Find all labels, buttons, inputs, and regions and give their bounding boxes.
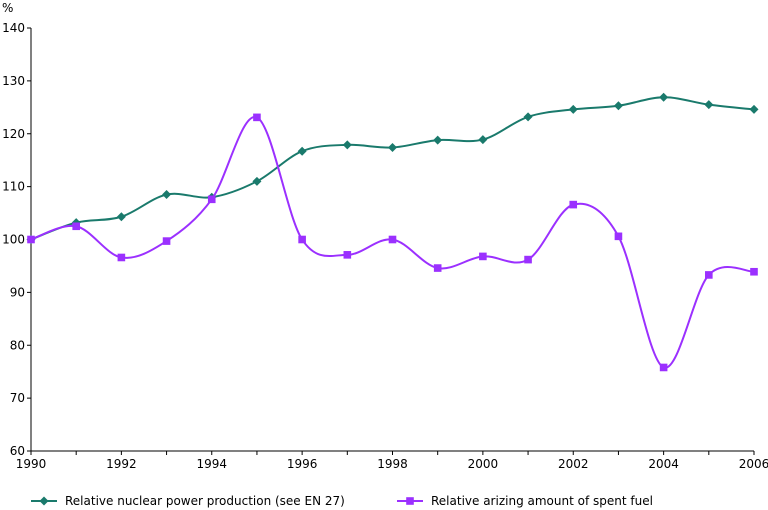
- x-tick-label: 1992: [106, 457, 137, 471]
- x-tick-label: 2006: [739, 457, 768, 471]
- data-point-square: [162, 237, 171, 245]
- legend-label: Relative arizing amount of spent fuel: [431, 494, 653, 508]
- data-point-diamond: [749, 104, 759, 114]
- data-point-square: [614, 232, 623, 241]
- data-point-square: [750, 267, 758, 276]
- y-tick-label: 110: [2, 180, 25, 194]
- data-point-square: [388, 235, 397, 244]
- series-line: [30, 96, 755, 241]
- legend: Relative nuclear power production (see E…: [31, 494, 653, 508]
- x-tick-label: 1998: [377, 457, 408, 471]
- data-point-square: [659, 363, 668, 372]
- data-point-square: [207, 195, 216, 204]
- series-1: [26, 92, 759, 244]
- y-axis-unit-label: %: [2, 1, 13, 15]
- x-tick-label: 1990: [16, 457, 47, 471]
- data-point-square: [27, 235, 35, 244]
- data-point-square: [72, 222, 80, 231]
- data-point-square: [569, 200, 578, 209]
- legend-item-1: Relative nuclear power production (see E…: [31, 494, 345, 508]
- data-point-diamond: [116, 212, 126, 222]
- data-point-square: [705, 271, 713, 279]
- y-ticks: 60 70 80 90 100 110 120 130 140: [2, 21, 31, 458]
- x-tick-label: 1994: [196, 457, 227, 471]
- data-point-diamond: [568, 104, 578, 114]
- data-point-square: [253, 113, 261, 122]
- y-tick-label: 140: [2, 21, 25, 35]
- data-point-square: [117, 253, 126, 262]
- y-tick-label: 120: [2, 127, 25, 141]
- data-point-diamond: [388, 142, 397, 152]
- y-tick-label: 60: [10, 444, 25, 458]
- series-layer: [26, 92, 759, 372]
- x-tick-label: 2004: [648, 457, 679, 471]
- x-tick-label: 2002: [558, 457, 589, 471]
- y-tick-label: 90: [10, 285, 25, 299]
- y-tick-label: 130: [2, 74, 25, 88]
- data-point-diamond: [659, 92, 669, 102]
- y-tick-label: 80: [10, 338, 25, 352]
- legend-label: Relative nuclear power production (see E…: [65, 494, 345, 508]
- data-point-square: [298, 235, 306, 244]
- y-tick-label: 100: [2, 233, 25, 247]
- data-point-square: [479, 252, 487, 261]
- data-point-square: [524, 255, 532, 264]
- x-ticks: 1990 1992 1994 1996 1998 2000 2002 2004 2006: [16, 451, 768, 471]
- data-point-diamond: [613, 101, 623, 111]
- data-point-diamond: [478, 135, 488, 145]
- data-point-diamond: [523, 112, 533, 122]
- data-point-diamond: [704, 100, 714, 110]
- data-point-diamond: [162, 190, 172, 200]
- legend-item-2: Relative arizing amount of spent fuel: [397, 494, 653, 508]
- data-point-square: [433, 264, 442, 272]
- x-tick-label: 2000: [468, 457, 499, 471]
- legend-marker-square: [406, 497, 414, 505]
- legend-marker-diamond: [39, 496, 49, 506]
- data-point-square: [343, 251, 352, 259]
- y-tick-label: 70: [10, 391, 25, 405]
- data-point-diamond: [297, 146, 307, 156]
- series-2: [27, 113, 758, 372]
- x-tick-label: 1996: [287, 457, 318, 471]
- data-point-diamond: [342, 140, 352, 150]
- data-point-diamond: [433, 135, 443, 145]
- data-point-diamond: [252, 176, 262, 186]
